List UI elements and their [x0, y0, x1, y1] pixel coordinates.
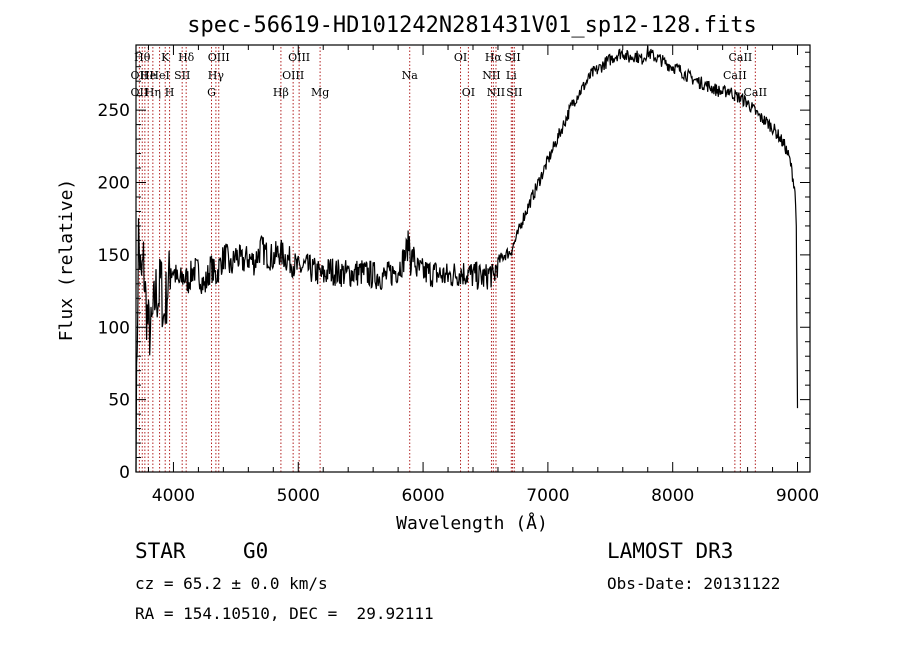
object-class: STAR [135, 539, 186, 563]
x-tick-label: 6000 [401, 486, 444, 506]
line-label: OII [131, 86, 149, 99]
y-tick-label: 50 [108, 391, 130, 411]
y-tick-label: 150 [98, 246, 130, 266]
x-tick-label: 5000 [277, 486, 320, 506]
line-label: HeI [149, 69, 169, 82]
line-label: NII [487, 86, 505, 99]
line-label: Li [506, 69, 517, 82]
y-axis-label: Flux (relative) [56, 179, 77, 342]
line-label: Hθ [134, 51, 151, 64]
emission-line-markers [138, 47, 756, 472]
x-tick-label: 4000 [152, 486, 195, 506]
line-label: NII [482, 69, 500, 82]
y-tick-label: 100 [98, 318, 130, 338]
line-label: Hβ [273, 86, 289, 99]
x-tick-label: 7000 [526, 486, 569, 506]
x-tick-label: 9000 [776, 486, 819, 506]
y-tick-label: 0 [119, 463, 130, 483]
line-label: Hδ [178, 51, 195, 64]
line-label: SII [504, 51, 520, 64]
line-label: Na [402, 69, 419, 82]
line-label: G [207, 86, 216, 99]
line-label: OIII [208, 51, 230, 64]
line-label: OIII [288, 51, 310, 64]
line-label: Hη [145, 86, 161, 99]
line-label: SII [174, 69, 190, 82]
object-subclass: G0 [243, 539, 269, 563]
observation-date: Obs-Date: 20131122 [607, 574, 781, 593]
x-tick-label: 8000 [651, 486, 694, 506]
emission-line-labels: OII OII Hθ He Hη HeI K H SII Hδ G Hγ OIII Hβ OIII OIII M… [131, 51, 768, 99]
line-label: SII [506, 86, 522, 99]
line-label: Hγ [208, 69, 225, 82]
line-label: Hα [485, 51, 503, 64]
line-label: CaII [729, 51, 753, 64]
coordinates: RA = 154.10510, DEC = 29.92111 [135, 604, 434, 623]
line-label: Mg [311, 86, 329, 99]
y-tick-label: 200 [98, 174, 130, 194]
line-label: K [161, 51, 170, 64]
line-label: OI [454, 51, 467, 64]
survey-name: LAMOST DR3 [607, 539, 734, 563]
spectrum-series-line [135, 46, 799, 473]
x-axis-label: Wavelength (Å) [396, 512, 548, 534]
line-label: He [140, 69, 156, 82]
line-label: OIII [282, 69, 304, 82]
chart-title: spec-56619-HD101242N281431V01_sp12-128.f… [187, 13, 757, 38]
line-label: OII [131, 69, 149, 82]
line-label: H [165, 86, 175, 99]
redshift-cz: cz = 65.2 ± 0.0 km/s [135, 574, 328, 593]
line-label: CaII [723, 69, 747, 82]
line-label: CaII [743, 86, 767, 99]
axes: 4000 5000 6000 7000 8000 9000 0 50 100 150 200 250 [98, 44, 819, 506]
y-tick-label: 250 [98, 101, 130, 121]
line-label: OI [462, 86, 475, 99]
